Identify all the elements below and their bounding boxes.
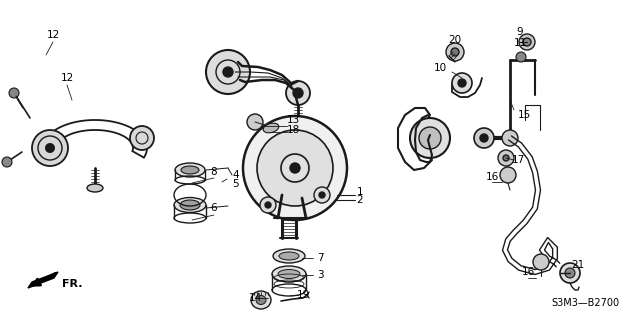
Text: 13: 13 [287,115,299,125]
Circle shape [257,130,333,206]
Circle shape [523,38,531,46]
Circle shape [419,127,441,149]
Circle shape [319,192,325,198]
Text: 12: 12 [47,30,60,40]
Ellipse shape [256,295,266,305]
Circle shape [293,88,303,98]
Ellipse shape [87,184,103,192]
Ellipse shape [273,249,305,263]
Text: 1: 1 [357,187,363,197]
Circle shape [314,187,330,203]
Text: 4: 4 [233,170,240,180]
Circle shape [502,130,518,146]
Text: 11: 11 [513,38,527,48]
Circle shape [480,134,488,142]
Circle shape [498,150,514,166]
Text: 20: 20 [448,35,462,45]
Circle shape [474,128,494,148]
Ellipse shape [251,291,271,309]
Circle shape [452,73,472,93]
Text: 8: 8 [211,167,217,177]
Circle shape [519,34,535,50]
Ellipse shape [175,163,205,177]
Circle shape [260,197,276,213]
Text: 2: 2 [357,195,363,205]
Circle shape [503,155,509,161]
Circle shape [500,167,516,183]
Circle shape [45,143,55,153]
Circle shape [458,79,466,87]
Text: 9: 9 [517,27,524,37]
Text: 18: 18 [287,125,299,135]
Ellipse shape [181,166,199,174]
Circle shape [206,50,250,94]
Circle shape [130,126,154,150]
Ellipse shape [279,252,299,260]
Circle shape [243,116,347,220]
Text: 7: 7 [317,253,324,263]
Text: 19: 19 [296,290,310,300]
Ellipse shape [278,269,300,278]
Circle shape [533,254,549,270]
Circle shape [9,88,19,98]
Text: 6: 6 [211,203,217,213]
Circle shape [247,114,263,130]
Text: 5: 5 [233,179,240,189]
Circle shape [410,118,450,158]
Text: 16: 16 [485,172,499,182]
Ellipse shape [263,123,279,133]
Text: 3: 3 [317,270,324,280]
Text: 14: 14 [248,293,262,303]
Circle shape [446,43,464,61]
Circle shape [565,268,575,278]
Circle shape [265,202,271,208]
Text: 10: 10 [433,63,447,73]
Ellipse shape [180,200,200,210]
Circle shape [516,52,526,62]
Circle shape [2,157,12,167]
Text: S3M3—B2700: S3M3—B2700 [552,298,620,308]
Text: 15: 15 [517,110,531,120]
Text: 17: 17 [512,155,525,165]
Circle shape [223,67,233,77]
Polygon shape [28,272,58,288]
Ellipse shape [174,197,206,212]
Circle shape [286,81,310,105]
Text: 16: 16 [521,267,534,277]
Circle shape [32,130,68,166]
Ellipse shape [272,266,306,282]
Circle shape [290,163,300,173]
Text: FR.: FR. [62,279,83,289]
Circle shape [451,48,459,56]
Text: 12: 12 [61,73,74,83]
Circle shape [560,263,580,283]
Text: 21: 21 [571,260,585,270]
